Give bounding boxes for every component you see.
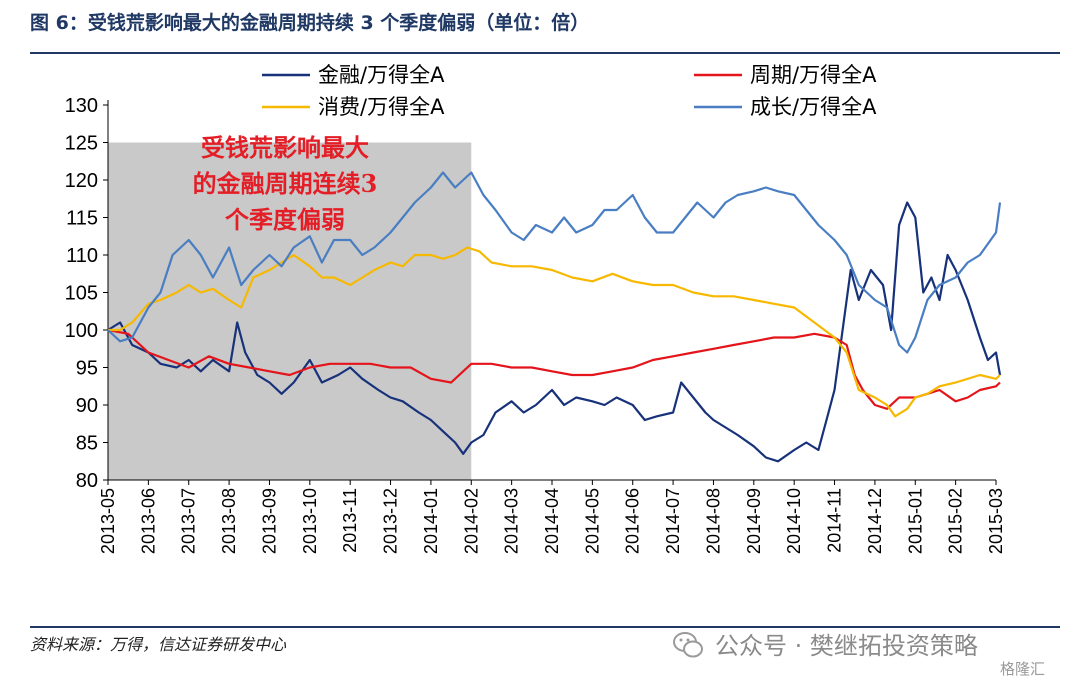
x-tick-label: 2013-06 [138,488,158,554]
x-tick-label: 2014-04 [542,488,562,554]
shaded-region-annotation: 受钱荒影响最大 的金融周期连续3 个季度偏弱 [155,130,415,238]
x-tick-label: 2014-12 [865,488,885,554]
x-tick-label: 2013-05 [98,488,118,554]
x-tick-label: 2013-08 [219,488,239,554]
x-tick-label: 2014-11 [825,488,845,553]
series-line-1 [107,201,1002,463]
x-tick-label: 2013-10 [300,488,320,554]
source-rule [30,626,1060,628]
y-tick-label: 100 [65,320,98,342]
x-tick-label: 2013-09 [259,488,279,554]
series-line-4 [107,171,1002,354]
watermark: 公众号 · 樊继拓投资策略 [715,632,978,660]
series-line-2 [107,328,1001,410]
x-tick-label: 2014-07 [663,488,683,554]
x-tick-label: 2014-05 [582,488,602,554]
y-tick-label: 120 [65,170,98,192]
x-tick-label: 2015-03 [986,488,1006,554]
x-tick-label: 2014-09 [744,488,764,554]
annotation-line-1: 受钱荒影响最大 [201,133,369,162]
legend-label-1: 金融/万得全A [318,63,445,87]
y-tick-label: 125 [65,133,98,155]
corner-logo: 格隆汇 [1000,660,1046,678]
wechat-icon [673,632,703,658]
x-tick-label: 2014-10 [784,488,804,554]
legend-label-4: 成长/万得全A [750,95,877,119]
x-tick-label: 2013-12 [381,488,401,554]
x-tick-label: 2015-01 [905,488,925,554]
legend-label-3: 消费/万得全A [318,95,445,119]
title-rule [30,52,1060,54]
y-tick-label: 80 [76,470,98,492]
source-note: 资料来源：万得，信达证券研发中心 [30,635,287,654]
y-tick-label: 105 [65,283,98,305]
x-tick-label: 2013-11 [340,488,360,553]
x-tick-label: 2014-01 [421,488,441,554]
x-tick-label: 2014-03 [502,488,522,554]
y-tick-label: 110 [66,245,98,267]
x-tick-label: 2015-02 [946,488,966,554]
figure-title: 图 6：受钱荒影响最大的金融周期持续 3 个季度偏弱（单位：倍） [30,12,590,34]
x-tick-label: 2013-07 [179,488,199,554]
x-tick-label: 2014-02 [461,488,481,554]
series-line-3 [108,246,1001,418]
y-tick-label: 90 [76,395,98,417]
line-chart: 80 85 90 95 100 105 110 115 120 125 130 2013-05 2013… [65,63,1006,554]
annotation-line-2: 的金融周期连续3 [192,169,378,198]
annotation-line-3: 个季度偏弱 [225,205,345,234]
y-tick-label: 130 [65,95,98,117]
x-tick-label: 2014-06 [623,488,643,554]
y-tick-label: 85 [76,433,98,455]
y-tick-label: 115 [66,208,98,230]
shaded-region [108,142,472,480]
y-tick-label: 95 [76,358,98,380]
legend-label-2: 周期/万得全A [750,63,877,87]
x-tick-label: 2014-08 [703,488,723,554]
